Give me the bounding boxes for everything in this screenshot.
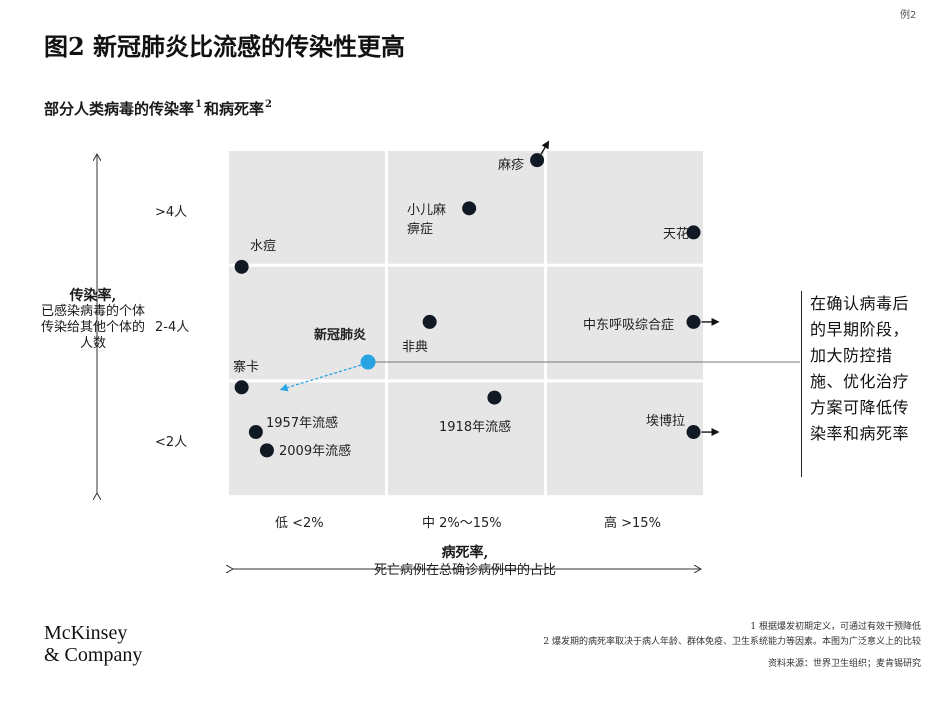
grid-cell-2-1 (388, 382, 544, 496)
x-axis-subtitle: 死亡病例在总确诊病例中的占比 (373, 563, 556, 578)
point-label-measles: 麻疹 (498, 158, 525, 173)
footnote-1: 1 根据爆发初期定义，可通过有效干预降低 (750, 622, 921, 632)
point-label-polio: 小儿麻痹症 (407, 203, 447, 237)
grid-cell-1-1 (388, 266, 544, 380)
point-label-ebola: 埃博拉 (646, 414, 686, 429)
chart-title-text-2: 和病死率 (203, 100, 264, 118)
scatter-point-7 (234, 380, 249, 395)
grid-cell-2-0 (229, 382, 385, 496)
point-label-chickenpox: 水痘 (250, 239, 277, 254)
source-note: 资料来源：世界卫生组织；麦肯锡研究 (767, 659, 921, 669)
point-overflow-arrow-0 (540, 140, 550, 155)
x-tick-low: 低 <2% (275, 516, 324, 531)
footnote-ref-2: 2 (265, 99, 272, 110)
figure-number: 例2 (900, 10, 917, 21)
mckinsey-logo: McKinsey & Company (44, 622, 142, 666)
point-label-flu-1918: 1918年流感 (439, 420, 512, 435)
y-tick-high: >4人 (155, 205, 188, 220)
y-axis-title-main: 传染率, (69, 288, 117, 304)
x-tick-high: 高 >15% (604, 516, 661, 531)
point-label-flu-1957: 1957年流感 (266, 416, 339, 431)
x-axis-title: 病死率, 死亡病例在总确诊病例中的占比 (330, 545, 600, 579)
scatter-point-6 (360, 354, 376, 370)
scatter-point-1 (462, 201, 477, 216)
callout-text: 在确认病毒后的早期阶段，加大防控措施、优化治疗方案可降低传染率和病死率 (801, 291, 922, 477)
y-axis-title: 传染率, 已感染病毒的个体传染给其他个体的人数 (38, 288, 148, 352)
grid-cell-0-2 (547, 151, 703, 264)
scatter-point-3 (234, 259, 249, 274)
figure-title: 图2 新冠肺炎比流感的传染性更高 (44, 32, 406, 61)
y-tick-low: <2人 (155, 435, 188, 450)
covid-trend-arrow (279, 364, 362, 392)
chart-title-text: 部分人类病毒的传染率 (44, 100, 195, 118)
scatter-point-2 (686, 225, 701, 240)
chart-grid (229, 151, 703, 496)
logo-line-1: McKinsey (44, 622, 128, 644)
grid-cell-1-0 (229, 266, 385, 380)
scatter-point-10 (248, 425, 263, 440)
point-label-zika: 寨卡 (233, 360, 260, 375)
scatter-point-0 (530, 153, 545, 168)
scatter-point-9 (686, 425, 701, 440)
chart-marks (234, 140, 800, 458)
chart-title: 部分人类病毒的传染率1 和病死率2 (44, 98, 274, 119)
grid-cell-2-2 (547, 382, 703, 496)
y-tick-mid: 2-4人 (155, 320, 190, 335)
scatter-point-4 (686, 314, 701, 329)
footnote-ref-1: 1 (195, 99, 202, 110)
logo-line-2: & Company (44, 644, 143, 666)
grid-cell-0-0 (229, 151, 385, 264)
scatter-point-5 (422, 314, 437, 329)
scatter-point-8 (487, 390, 502, 405)
point-label-covid: 新冠肺炎 (314, 328, 367, 343)
footnote-2: 2 爆发期的病死率取决于病人年龄、群体免疫、卫生系统能力等因素。本图为广泛意义上… (543, 637, 921, 647)
x-axis-title-main: 病死率, (441, 545, 489, 561)
y-axis-subtitle: 已感染病毒的个体传染给其他个体的人数 (40, 304, 145, 351)
scatter-point-11 (259, 443, 274, 458)
point-label-sars: 非典 (402, 340, 429, 355)
point-label-mers: 中东呼吸综合症 (583, 318, 675, 333)
point-label-flu-2009: 2009年流感 (279, 444, 352, 459)
point-label-smallpox: 天花 (663, 227, 690, 242)
x-tick-mid: 中 2%～15% (422, 516, 502, 531)
grid-cell-1-2 (547, 266, 703, 380)
